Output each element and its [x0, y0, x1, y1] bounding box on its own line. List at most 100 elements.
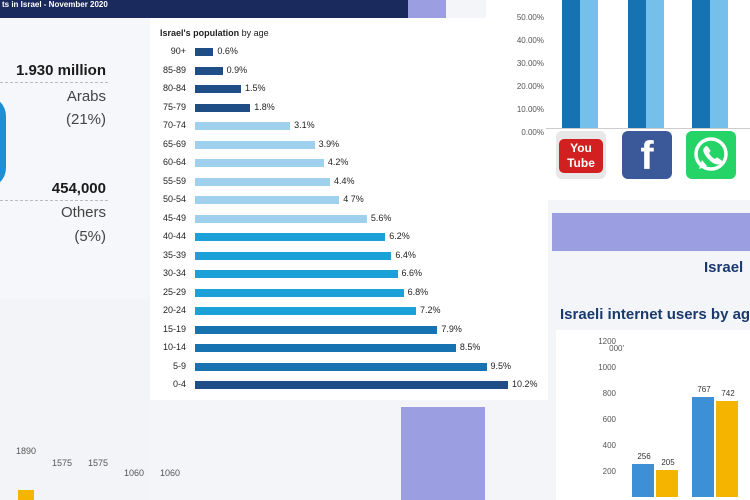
bottom-bar [18, 490, 34, 500]
bottom-left-chart: 1890 1575 1575 1060 1060 [0, 300, 180, 500]
y-tick-label: 600 [602, 415, 616, 424]
age-bar [195, 122, 291, 130]
divider [0, 200, 108, 201]
facebook-icon: f [622, 131, 672, 179]
internet-users-title: Israeli internet users by age [560, 306, 750, 323]
stat-arabs-label: Arabs [66, 88, 106, 105]
age-bar [195, 159, 324, 167]
age-label: 45-49 [162, 212, 186, 223]
value-label: 1.5% [245, 83, 266, 93]
y-tick-label: 1000 [598, 363, 616, 372]
bar-value-label: 1575 [52, 458, 73, 468]
youtube-logo-text: You Tube [559, 139, 603, 173]
divider [0, 82, 108, 83]
age-label: 30-34 [162, 268, 186, 278]
age-bar [195, 177, 331, 186]
value-label: 7.2% [419, 305, 441, 315]
age-bar [195, 325, 438, 334]
age-label: 35-39 [162, 249, 186, 260]
y-tick-label: 30.00% [516, 59, 544, 68]
y-tick-label: 10.00% [516, 105, 544, 114]
y-tick-label: 0.00% [521, 128, 544, 137]
bar-youtube-light [580, 0, 598, 128]
population-by-age-chart: Israel's population by age 90+ 0.6% 85-89 0… [150, 18, 548, 400]
y-tick-label: 400 [602, 441, 616, 450]
age-bar [195, 48, 214, 56]
youtube-icon: You Tube [556, 131, 606, 179]
age-bar [195, 140, 315, 149]
age-label: 60-64 [162, 157, 186, 167]
bar-value-label: 1890 [16, 446, 37, 456]
social-media-chart: 50.00% 40.00% 30.00% 20.00% 10.00% 0.00% You … [486, 0, 750, 200]
bar-whatsapp-dark [692, 0, 710, 128]
value-label: 7.9% [441, 323, 462, 334]
bar-facebook-light [646, 0, 664, 128]
population-stats-panel: 1.930 million Arabs (21%) 454,000 Others… [0, 18, 150, 298]
age-label: 75-79 [162, 101, 186, 112]
age-bar [195, 233, 386, 241]
pie-chart-segment [0, 96, 6, 188]
age-label: 70-74 [162, 120, 186, 130]
value-label: 0.9% [226, 64, 248, 75]
y-tick-label: 800 [602, 389, 616, 398]
bar-value-label: 205 [661, 458, 675, 468]
value-label: 6.6% [401, 268, 423, 278]
age-bar [195, 362, 487, 371]
bar-value-label: 1575 [88, 458, 109, 468]
value-label: 4 7% [343, 194, 364, 204]
age-bar [195, 85, 242, 93]
decor-block-bottom [401, 407, 485, 500]
internet-bar [692, 397, 714, 497]
bar-youtube-dark [562, 0, 580, 128]
age-bar [195, 270, 398, 278]
header-title: ts in Israel - November 2020 [2, 0, 108, 9]
bar-value-label: 767 [697, 385, 711, 395]
decor-block-mid [552, 213, 750, 251]
age-bar [195, 381, 508, 389]
bar-value-label: 1060 [124, 468, 145, 478]
value-label: 3.1% [294, 120, 315, 130]
stat-others-value: 454,000 [51, 180, 106, 197]
value-label: 6.4% [395, 249, 416, 260]
age-bar [195, 66, 223, 75]
y-tick-label: 20.00% [516, 82, 544, 91]
value-label: 5.6% [370, 212, 392, 223]
age-label: 80-84 [162, 83, 186, 93]
bar-whatsapp-light [710, 0, 728, 128]
age-label: 40-44 [162, 231, 186, 241]
stat-others-label: Others [60, 204, 106, 221]
age-bar [195, 196, 340, 204]
internet-users-chart: 000' 1200 1000 800 600 400 200 256 205 767 742 [556, 330, 750, 500]
whatsapp-icon [686, 131, 736, 179]
unit-label: 000' [609, 344, 624, 353]
infographic-header: ts in Israel - November 2020 [0, 0, 408, 18]
value-label: 4.2% [327, 157, 349, 167]
stat-others-pct: (5%) [74, 228, 106, 245]
age-bar [195, 344, 456, 352]
age-bar [195, 288, 404, 297]
y-tick-label: 200 [602, 467, 616, 476]
value-label: 6.2% [389, 231, 410, 241]
age-label: 0-4 [172, 379, 186, 389]
chart-title-rest: by age [239, 28, 269, 38]
y-tick-label: 50.00% [516, 13, 544, 22]
internet-bar [656, 470, 678, 497]
bar-value-label: 742 [721, 388, 735, 398]
age-label: 50-54 [162, 194, 186, 204]
age-label: 20-24 [162, 305, 186, 315]
value-label: 3.9% [318, 138, 340, 149]
age-label: 15-19 [162, 323, 186, 334]
value-label: 6.8% [407, 286, 429, 297]
value-label: 10.2% [512, 379, 538, 389]
bar-value-label: 1060 [160, 468, 181, 478]
age-label: 65-69 [162, 138, 186, 149]
chart-title: Israel's population by age [160, 28, 269, 38]
bar-value-label: 256 [637, 451, 651, 461]
internet-bar [716, 400, 738, 497]
age-label: 10-14 [162, 342, 186, 352]
age-bar [195, 307, 416, 315]
chart-title-bold: Israel's population [160, 28, 240, 38]
stat-arabs-pct: (21%) [65, 111, 106, 128]
x-axis [546, 128, 750, 129]
age-label: 85-89 [162, 64, 186, 75]
